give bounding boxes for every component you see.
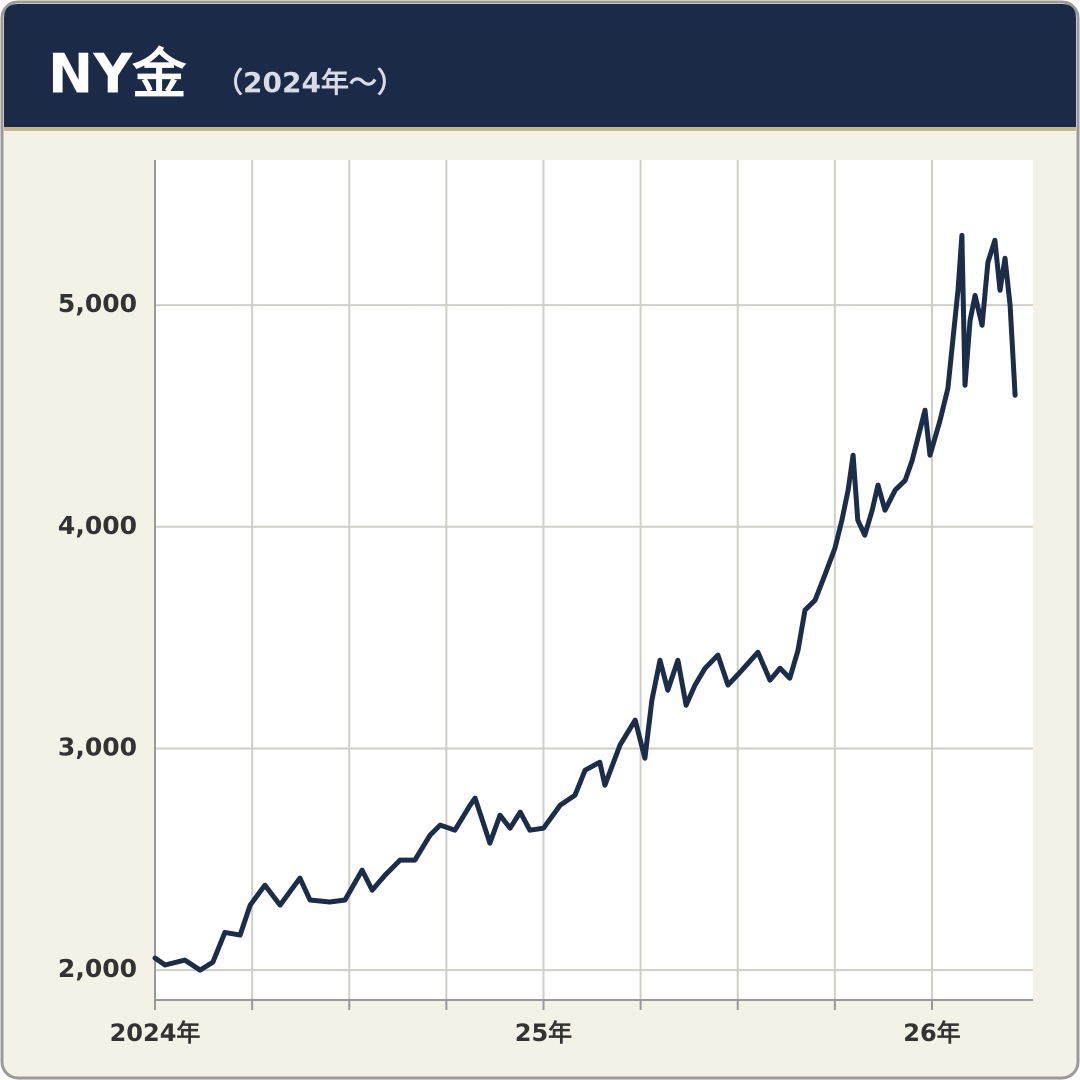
chart-subtitle: （2024年～） <box>215 66 405 99</box>
x-tick-label: 26年 <box>903 1019 960 1047</box>
price-line <box>152 232 1018 973</box>
x-tick-label: 2024年 <box>110 1019 201 1047</box>
y-tick-label: 5,000 <box>58 289 137 318</box>
header <box>4 4 1076 128</box>
y-tick-label: 2,000 <box>58 954 137 983</box>
plot-area <box>155 160 1033 1000</box>
y-tick-label: 4,000 <box>58 511 137 540</box>
y-tick-label: 3,000 <box>58 732 137 761</box>
header-border <box>4 127 1076 131</box>
x-tick-label: 25年 <box>515 1019 572 1047</box>
chart-title: NY金 <box>48 43 187 106</box>
